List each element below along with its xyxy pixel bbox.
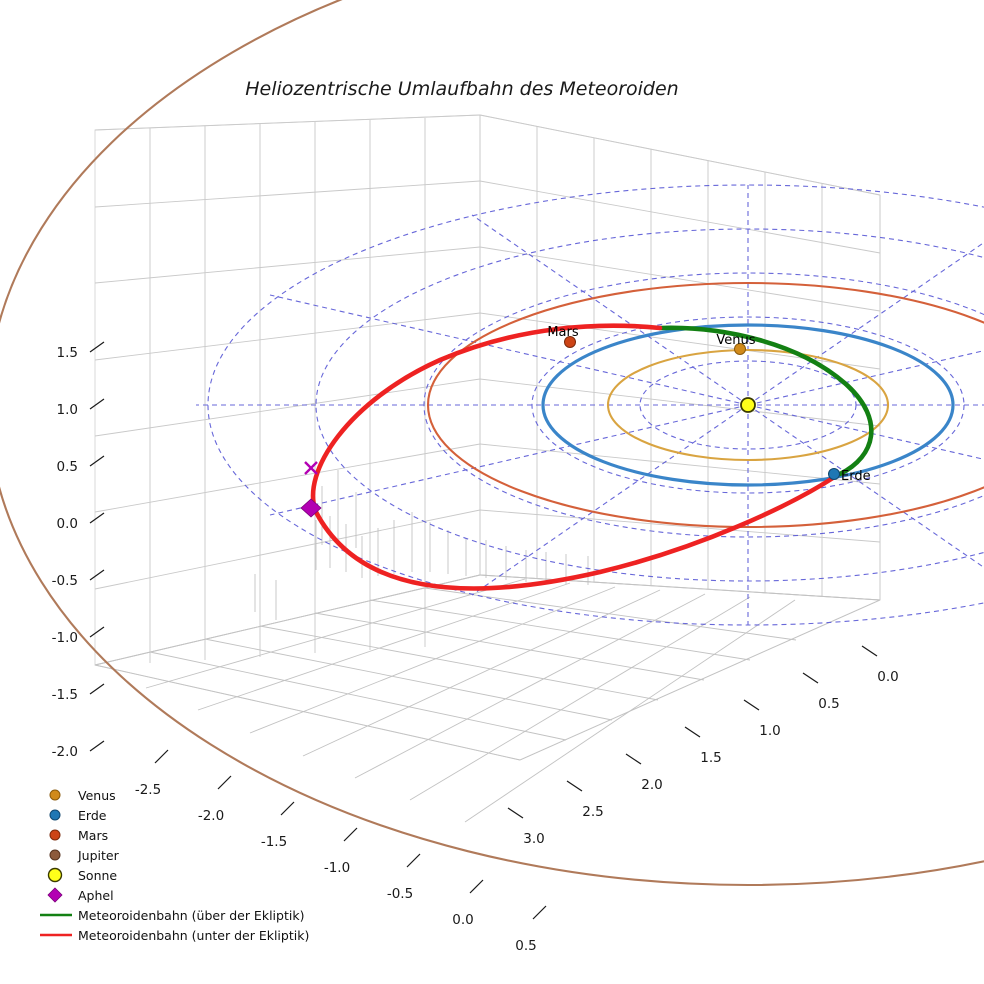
- legend-label-mars: Mars: [78, 828, 108, 843]
- polar-grid: [196, 184, 984, 626]
- z-tick-2: 0.5: [57, 459, 78, 475]
- y-tick-5: 2.5: [582, 804, 603, 820]
- legend-marker-jupiter: [49, 849, 61, 861]
- x-tick-0: -2.5: [135, 782, 161, 798]
- legend-marker-venus: [49, 789, 61, 801]
- legend-marker-erde: [49, 809, 61, 821]
- marker-venus: [734, 343, 746, 355]
- orbit-erde: [541, 323, 955, 487]
- legend-marker-mars: [49, 829, 61, 841]
- z-axis-labels: 1.5 1.0 0.5 0.0 -0.5 -1.0 -1.5 -2.0: [52, 345, 78, 760]
- x-tick-4: -0.5: [387, 886, 413, 902]
- planet-markers: [300, 336, 840, 518]
- x-tick-5: 0.0: [452, 912, 473, 928]
- grid-floor: [94, 574, 881, 823]
- label-venus: Venus: [716, 333, 755, 348]
- y-tick-6: 3.0: [523, 831, 544, 847]
- y-axis-ticks: [507, 645, 878, 819]
- x-tick-2: -1.5: [261, 834, 287, 850]
- z-tick-5: -1.0: [52, 630, 78, 646]
- label-erde: Erde: [841, 469, 871, 484]
- x-axis-labels: -2.5 -2.0 -1.5 -1.0 -0.5 0.0 0.5: [135, 782, 537, 954]
- marker-aphel-cross: [304, 461, 318, 475]
- y-tick-2: 1.0: [759, 723, 780, 739]
- legend-label-orbit-above: Meteoroidenbahn (über der Ekliptik): [78, 908, 304, 923]
- z-axis-ticks: [89, 341, 105, 752]
- legend-label-aphel: Aphel: [78, 888, 114, 903]
- z-tick-0: 1.5: [57, 345, 78, 361]
- x-tick-3: -1.0: [324, 860, 350, 876]
- orbit-venus: [606, 348, 890, 462]
- legend-label-sonne: Sonne: [78, 868, 117, 883]
- legend-label-erde: Erde: [78, 808, 107, 823]
- legend-label-jupiter: Jupiter: [77, 848, 120, 863]
- page-title: Heliozentrische Umlaufbahn des Meteoroid…: [245, 78, 678, 100]
- x-axis-ticks: [154, 749, 547, 920]
- y-tick-4: 2.0: [641, 777, 662, 793]
- z-tick-1: 1.0: [57, 402, 78, 418]
- x-tick-6: 0.5: [515, 938, 536, 954]
- orbit-meteoroid-below: [310, 323, 839, 591]
- legend-label-orbit-below: Meteoroidenbahn (unter der Ekliptik): [78, 928, 309, 943]
- y-tick-0: 0.0: [877, 669, 898, 685]
- z-tick-6: -1.5: [52, 687, 78, 703]
- legend: Venus Erde Mars Jupiter Sonne Aphel Mete…: [40, 788, 309, 943]
- z-tick-4: -0.5: [52, 573, 78, 589]
- orbit-meteoroid: [310, 323, 874, 591]
- legend-marker-aphel: [47, 887, 63, 903]
- y-tick-1: 0.5: [818, 696, 839, 712]
- marker-erde: [828, 468, 840, 480]
- orbit-mars: [427, 281, 984, 529]
- z-tick-3: 0.0: [57, 516, 78, 532]
- marker-aphel: [300, 498, 322, 518]
- legend-label-venus: Venus: [78, 788, 116, 803]
- marker-sonne: [740, 397, 756, 413]
- label-mars: Mars: [547, 325, 579, 340]
- z-tick-7: -2.0: [52, 744, 78, 760]
- legend-marker-sonne: [47, 867, 63, 883]
- orbit-meteoroid-above: [657, 325, 874, 477]
- y-axis-labels: 0.0 0.5 1.0 1.5 2.0 2.5 3.0: [523, 669, 898, 847]
- orbit-jupiter: [0, 0, 984, 886]
- y-tick-3: 1.5: [700, 750, 721, 766]
- marker-mars: [564, 336, 576, 348]
- x-tick-1: -2.0: [198, 808, 224, 824]
